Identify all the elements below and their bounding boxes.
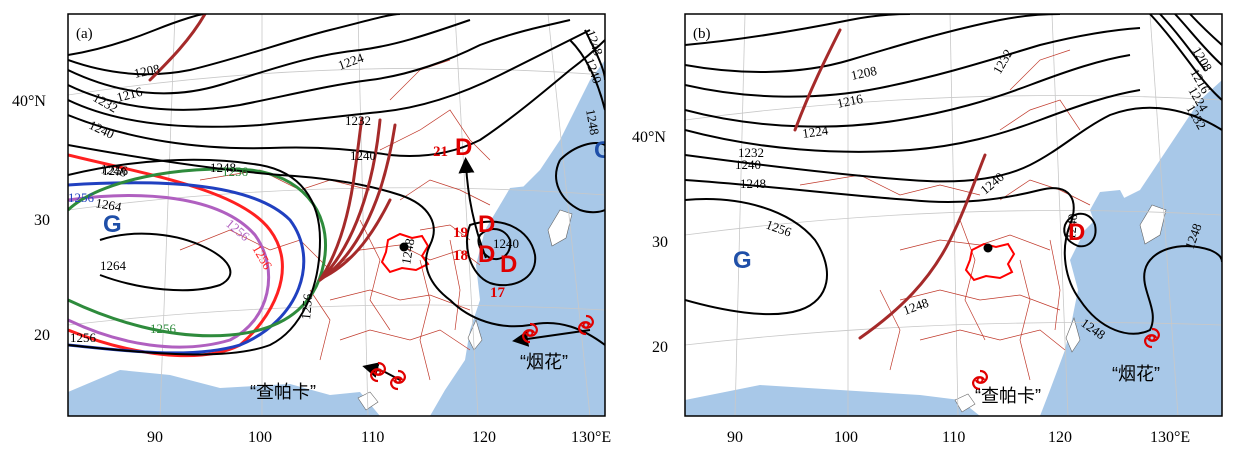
contour-label: 1232: [738, 145, 764, 160]
panel-a-map: 1208 1216 1224 1232 1232 1240 1240 1240 …: [68, 14, 613, 416]
contour-label: 1208: [133, 61, 162, 81]
high-pressure-label: G: [733, 247, 752, 274]
contour-label: 1240: [350, 148, 376, 163]
track-number: 21: [433, 144, 448, 160]
panel-b-map: 1208 1216 1224 1232 1232 1240 1240 1248 …: [685, 14, 1222, 416]
track-number: 17: [490, 285, 506, 301]
hainan-land: [954, 393, 976, 413]
track-number: 18: [453, 248, 468, 264]
green-contour: [68, 167, 328, 338]
contour-label: 1248: [398, 237, 417, 265]
graticule: [68, 14, 605, 416]
contour-label: 1248: [583, 108, 602, 136]
sea-area-bohai: [500, 186, 538, 232]
station-dot-icon: [399, 242, 409, 252]
low-pressure-label: D: [500, 251, 517, 278]
contour-label: 1256: [222, 164, 249, 179]
contour-label: 1240: [493, 236, 519, 251]
lat-label: 30: [34, 212, 50, 229]
low-pressure-label: D: [455, 134, 472, 161]
korea-land: [1139, 204, 1167, 245]
panel-a-frame: [67, 13, 606, 417]
lat-label: 40°N: [12, 93, 46, 110]
low-pressure-label: D: [478, 241, 495, 268]
lon-label: 110: [361, 429, 384, 446]
typhoon-name: “查帕卡”: [250, 382, 316, 402]
lon-label: 90: [147, 429, 163, 446]
lat-label: 30: [652, 234, 668, 251]
trough-lines-a: [148, 14, 397, 282]
lon-label: 120: [1048, 429, 1072, 446]
contour-label: 1256: [102, 163, 129, 178]
sea-area: [1040, 80, 1222, 416]
typhoon-name: “查帕卡”: [975, 386, 1041, 406]
panel-tag: (a): [76, 26, 93, 42]
lon-label: 130°E: [571, 429, 611, 446]
station-dot-icon: [983, 243, 993, 253]
low-pressure-label: D: [478, 211, 495, 238]
track-number: 19: [453, 225, 468, 241]
axis-labels-a: 40°N 30 20 90 100 110 120 130°E: [12, 93, 611, 446]
purple-contour: [68, 194, 271, 349]
contour-label: 1264: [100, 258, 127, 273]
contour-labels-a: 1208 1216 1224 1232 1232 1240 1240 1240 …: [68, 28, 605, 345]
lat-label: 40°N: [632, 129, 666, 146]
panel-b: 1208 1216 1224 1232 1232 1240 1240 1248 …: [632, 13, 1223, 446]
sea-area-south: [68, 370, 380, 416]
lat-label: 20: [34, 327, 50, 344]
contour-label: 1232: [345, 113, 371, 128]
lat-label: 20: [652, 339, 668, 356]
contour-label: 1248: [100, 161, 128, 179]
contour-label: 1264: [94, 195, 123, 214]
typhoon-name: “烟花”: [520, 352, 568, 372]
contour-label: 1256: [68, 190, 95, 205]
high-pressure-label: G: [103, 211, 122, 238]
low-pressure-label: D: [1068, 219, 1085, 246]
contour-label: 1248: [210, 160, 236, 175]
track-numbers: 21 19 18 17: [433, 144, 506, 301]
contours-a: [68, 14, 605, 356]
rain-region-outline: [380, 232, 430, 274]
lon-label: 90: [727, 429, 743, 446]
taiwan-land: [1065, 317, 1081, 353]
contour-label: 1224: [801, 122, 829, 141]
contour-label: 1256: [70, 330, 97, 345]
lon-label: 100: [248, 429, 272, 446]
red-contour: [68, 153, 284, 358]
trough-lines-b: [793, 28, 987, 340]
panel-b-frame: [684, 13, 1223, 417]
province-borders: [799, 49, 1091, 381]
axis-labels-b: 40°N 30 20 90 100 110 120 130°E: [632, 129, 1190, 446]
contour-label: 1256: [150, 321, 177, 336]
taiwan-land: [467, 319, 483, 351]
contour-label: 1216: [836, 91, 865, 111]
contour-label: 1240: [735, 157, 761, 172]
contour-label: 1216: [115, 84, 144, 105]
japan-land: [580, 20, 605, 80]
contour-label: 1256: [298, 293, 315, 321]
graticule: [685, 14, 1222, 416]
rain-region-outline: [964, 242, 1016, 282]
sea-area-south: [685, 385, 980, 416]
lon-label: 100: [834, 429, 858, 446]
lon-label: 110: [942, 429, 965, 446]
contour-label: 1248: [740, 176, 766, 191]
lon-label: 130°E: [1150, 429, 1190, 446]
track-arrow-icon: [512, 329, 591, 347]
high-pressure-label-sea: G: [594, 137, 613, 164]
track-arrow-icon: [458, 157, 487, 259]
lon-label: 120: [472, 429, 496, 446]
contour-label: 1240: [1063, 213, 1080, 240]
typhoon-name: “烟花”: [1112, 364, 1160, 384]
panel-a: 1208 1216 1224 1232 1232 1240 1240 1240 …: [12, 13, 613, 446]
panel-tag: (b): [693, 26, 711, 42]
contour-label: 1208: [850, 63, 879, 83]
korea-land: [547, 209, 573, 247]
